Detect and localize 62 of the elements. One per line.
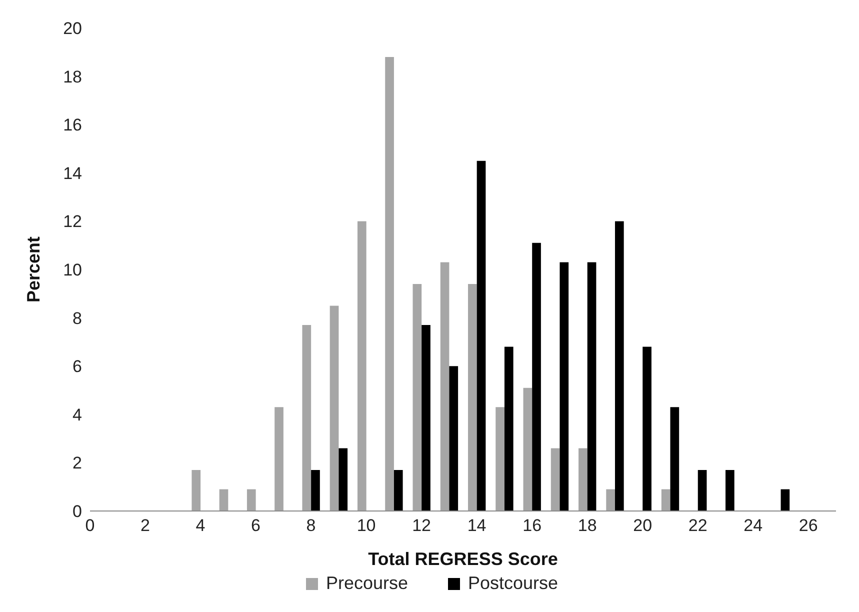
- x-tick-label: 6: [251, 516, 261, 536]
- y-tick-label: 4: [72, 405, 82, 424]
- bar: [394, 470, 403, 511]
- x-tick-label: 24: [744, 516, 763, 536]
- y-tick-label: 18: [63, 67, 82, 86]
- bar: [532, 242, 541, 511]
- x-tick-label: 8: [306, 516, 316, 536]
- y-tick-label: 20: [63, 19, 82, 38]
- x-tick-label: 2: [140, 516, 150, 536]
- bar: [504, 346, 514, 511]
- x-tick-label: 0: [85, 516, 95, 536]
- bar: [698, 470, 707, 511]
- x-tick-label: 10: [356, 516, 376, 536]
- x-tick-label: 20: [633, 516, 652, 536]
- y-tick-label: 14: [63, 164, 82, 183]
- x-tick-label: 14: [467, 516, 486, 536]
- x-tick-label: 22: [688, 516, 708, 536]
- bar: [330, 306, 339, 511]
- bar: [560, 262, 569, 511]
- y-tick-label: 12: [63, 212, 82, 232]
- bar: [449, 366, 458, 511]
- bar: [496, 407, 504, 511]
- bar: [311, 470, 320, 511]
- bar: [440, 262, 450, 511]
- bar: [523, 388, 532, 511]
- y-tick-label: 2: [72, 454, 82, 473]
- y-tick-label: 8: [72, 308, 82, 328]
- y-tick-label: 0: [72, 502, 82, 522]
- bar: [550, 448, 560, 511]
- bar: [357, 221, 366, 511]
- bar: [246, 489, 256, 511]
- y-tick-label: 6: [72, 357, 82, 376]
- x-tick-label: 16: [522, 516, 542, 536]
- bar: [385, 56, 394, 511]
- legend-label: Precourse: [324, 573, 408, 594]
- y-axis-title: Percent: [23, 236, 44, 303]
- bar: [578, 448, 588, 511]
- y-tick-label: 16: [63, 116, 82, 135]
- y-tick-label: 10: [63, 260, 82, 280]
- bar: [412, 284, 422, 511]
- bar: [192, 470, 201, 511]
- x-tick-label: 4: [196, 516, 206, 536]
- x-tick-label: 18: [578, 516, 597, 536]
- bar: [468, 284, 477, 511]
- legend-label: Postcourse: [467, 573, 558, 594]
- bar: [302, 325, 312, 511]
- bar: [642, 346, 652, 511]
- bar: [780, 489, 790, 511]
- bar: [606, 489, 615, 511]
- bar: [670, 407, 680, 511]
- bar: [587, 262, 596, 511]
- bar: [338, 448, 348, 511]
- bar: [274, 407, 284, 511]
- bar: [614, 221, 624, 511]
- x-tick-label: 12: [412, 516, 432, 536]
- bar: [422, 325, 430, 511]
- bar: [219, 489, 228, 511]
- x-axis-title: Total REGRESS Score: [368, 549, 558, 569]
- bar: [661, 489, 670, 511]
- bar: [476, 160, 486, 511]
- x-tick-label: 26: [798, 516, 818, 536]
- bar: [726, 470, 734, 511]
